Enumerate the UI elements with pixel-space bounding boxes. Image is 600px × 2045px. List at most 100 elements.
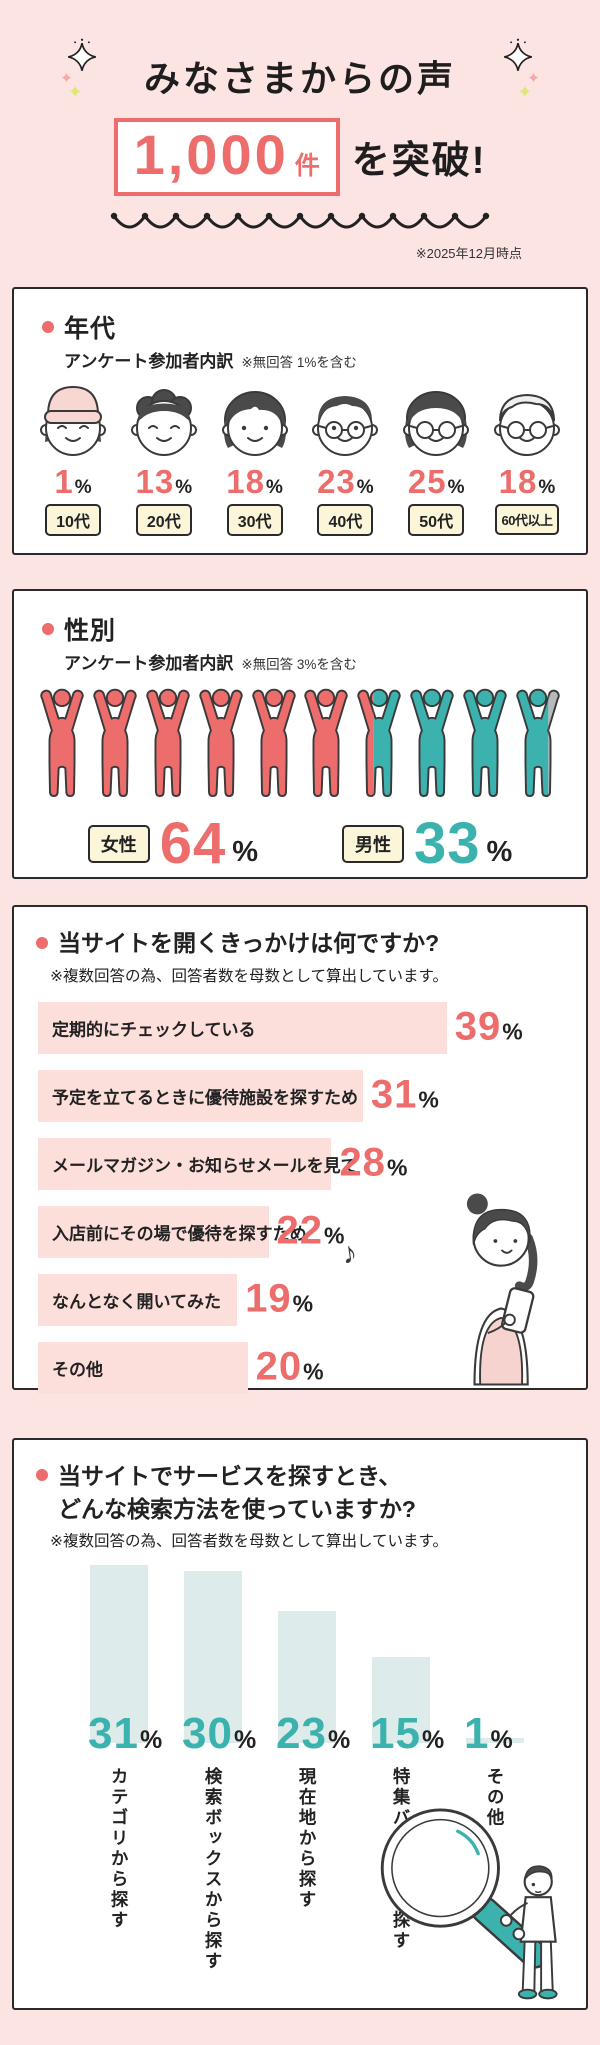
bar-label-text: カテゴリから探す: [109, 1767, 130, 1932]
bar: [38, 1341, 248, 1394]
bar: [38, 1001, 447, 1054]
teen-beanie-icon: [28, 378, 118, 463]
bar-label-text: 検索ボックスから探す: [203, 1767, 224, 1973]
age-subtitle: アンケート参加者内訳: [64, 352, 234, 371]
person-figure-female: [195, 688, 247, 809]
bar-row: 入店前にその場で優待を探すため 22%: [38, 1205, 562, 1258]
percent-unit: %: [327, 1726, 351, 1755]
percent-unit: %: [303, 1358, 324, 1385]
age-label: 20代: [135, 504, 192, 536]
woman-bob-icon: [210, 378, 300, 463]
percent-unit: %: [447, 477, 465, 498]
percent-unit: %: [175, 477, 193, 498]
hero-header: みなさまからの声 1,000 件 を突破!: [0, 0, 600, 238]
percent-unit: %: [418, 1086, 439, 1113]
bar-label: 入店前にその場で優待を探すため: [52, 1224, 307, 1244]
percent-unit: %: [74, 477, 92, 498]
percent-value: 30: [182, 1709, 233, 1759]
percent-unit: %: [502, 1018, 523, 1045]
bar: [90, 1565, 148, 1744]
bar: [38, 1137, 332, 1190]
age-label: 60代以上: [494, 504, 560, 535]
bar-value: 39%: [455, 1004, 523, 1049]
bar: [278, 1611, 336, 1744]
bar: [184, 1571, 242, 1744]
age-card: 年代 アンケート参加者内訳 ※無回答 1%を含む 1% 10代 13% 20代 18% 3…: [12, 287, 588, 555]
percent-unit: %: [292, 1290, 314, 1317]
date-note: ※2025年12月時点: [415, 246, 522, 261]
page-title: みなさまからの声: [143, 58, 456, 99]
bar: [466, 1737, 524, 1744]
percent-value: 39: [454, 1004, 502, 1049]
bar-row: メールマガジン・お知らせメールを見て 28%: [38, 1137, 562, 1190]
percent-value: 1: [464, 1709, 490, 1759]
female-label: 女性: [87, 825, 150, 863]
gender-stats: 女性 64 % 男性 33 %: [14, 815, 586, 873]
female-percent-unit: %: [232, 836, 258, 868]
bar-value: 23%: [276, 1709, 350, 1759]
sparkle-icon: [504, 38, 539, 98]
person-figure-female-male: [353, 688, 405, 809]
male-label: 男性: [342, 825, 404, 863]
person-with-magnifier-illustration: [380, 1808, 558, 2000]
bar-value: 22%: [277, 1208, 345, 1253]
percent-value: 19: [245, 1276, 292, 1321]
bar-label: カテゴリから探す: [90, 1767, 148, 1972]
wave-divider-icon: [110, 212, 490, 229]
age-group: 18% 30代: [210, 378, 300, 536]
percent-unit: %: [490, 1726, 513, 1755]
bar-label-text: 現在地から探す: [297, 1767, 318, 1911]
gender-figures-row: [14, 674, 586, 809]
gender-card: 性別 アンケート参加者内訳 ※無回答 3%を含む 女性 64 % 男性 33 %: [12, 589, 588, 879]
female-percent-value: 64: [159, 811, 227, 876]
percent-value: 22: [276, 1208, 324, 1253]
percent-unit: %: [266, 477, 283, 498]
search-title: 当サイトでサービスを探すとき、 どんな検索方法を使っていますか?: [58, 1460, 416, 1525]
bar-column: [278, 1611, 336, 1744]
search-bar-chart: 31% 30% 23% 15% 1% カテゴリから探す 検索ボックスから探す 現在地から探す…: [14, 1551, 586, 1972]
person-figure-female: [248, 688, 300, 809]
age-note: ※無回答 1%を含む: [241, 355, 357, 370]
age-percent: 25%: [391, 463, 481, 501]
bullet-icon: [42, 623, 54, 635]
woman-glasses-icon: [391, 378, 481, 463]
percent-unit: %: [538, 477, 556, 498]
percent-value: 28: [339, 1140, 386, 1185]
age-group: 18% 60代以上: [482, 378, 572, 536]
bar-label: 定期的にチェックしている: [52, 1020, 256, 1040]
bar-value: 31%: [371, 1072, 439, 1117]
person-figure-female: [142, 688, 194, 809]
age-percent: 18%: [210, 463, 300, 501]
bar: [38, 1069, 363, 1122]
percent-value: 20: [255, 1344, 303, 1389]
age-label: 10代: [45, 504, 101, 536]
bar-value: 19%: [245, 1276, 313, 1321]
bar-column: [184, 1571, 242, 1744]
bullet-icon: [36, 1469, 48, 1481]
percent-value: 18: [226, 463, 265, 500]
person-figure-female: [36, 688, 88, 809]
bar-column: [372, 1657, 430, 1744]
bar-label: メールマガジン・お知らせメールを見て: [52, 1156, 358, 1176]
percent-unit: %: [386, 1154, 408, 1181]
age-percent: 23%: [300, 463, 390, 501]
bar-value: 20%: [256, 1344, 324, 1389]
woman-with-phone-illustration: [466, 1193, 538, 1386]
trigger-title: 当サイトを開くきっかけは何ですか?: [58, 930, 440, 956]
percent-unit: %: [139, 1726, 163, 1755]
bar-column: [466, 1737, 524, 1744]
count-value: 1,000: [133, 123, 289, 186]
bar-label: 検索ボックスから探す: [184, 1767, 242, 1972]
percent-unit: %: [356, 477, 374, 498]
senior-glasses-icon: [482, 378, 572, 463]
age-group: 13% 20代: [119, 378, 209, 536]
percent-value: 1: [54, 463, 74, 500]
female-stat: 女性 64 %: [87, 811, 258, 876]
age-title: 年代: [64, 315, 117, 343]
bar-label: 予定を立てるときに優待施設を探すため: [52, 1088, 358, 1108]
gender-note: ※無回答 3%を含む: [241, 657, 357, 672]
male-stat: 男性 33 %: [342, 815, 512, 873]
search-card: 当サイトでサービスを探すとき、 どんな検索方法を使っていますか? ※複数回答の為…: [12, 1438, 588, 2010]
percent-value: 31: [88, 1709, 139, 1759]
